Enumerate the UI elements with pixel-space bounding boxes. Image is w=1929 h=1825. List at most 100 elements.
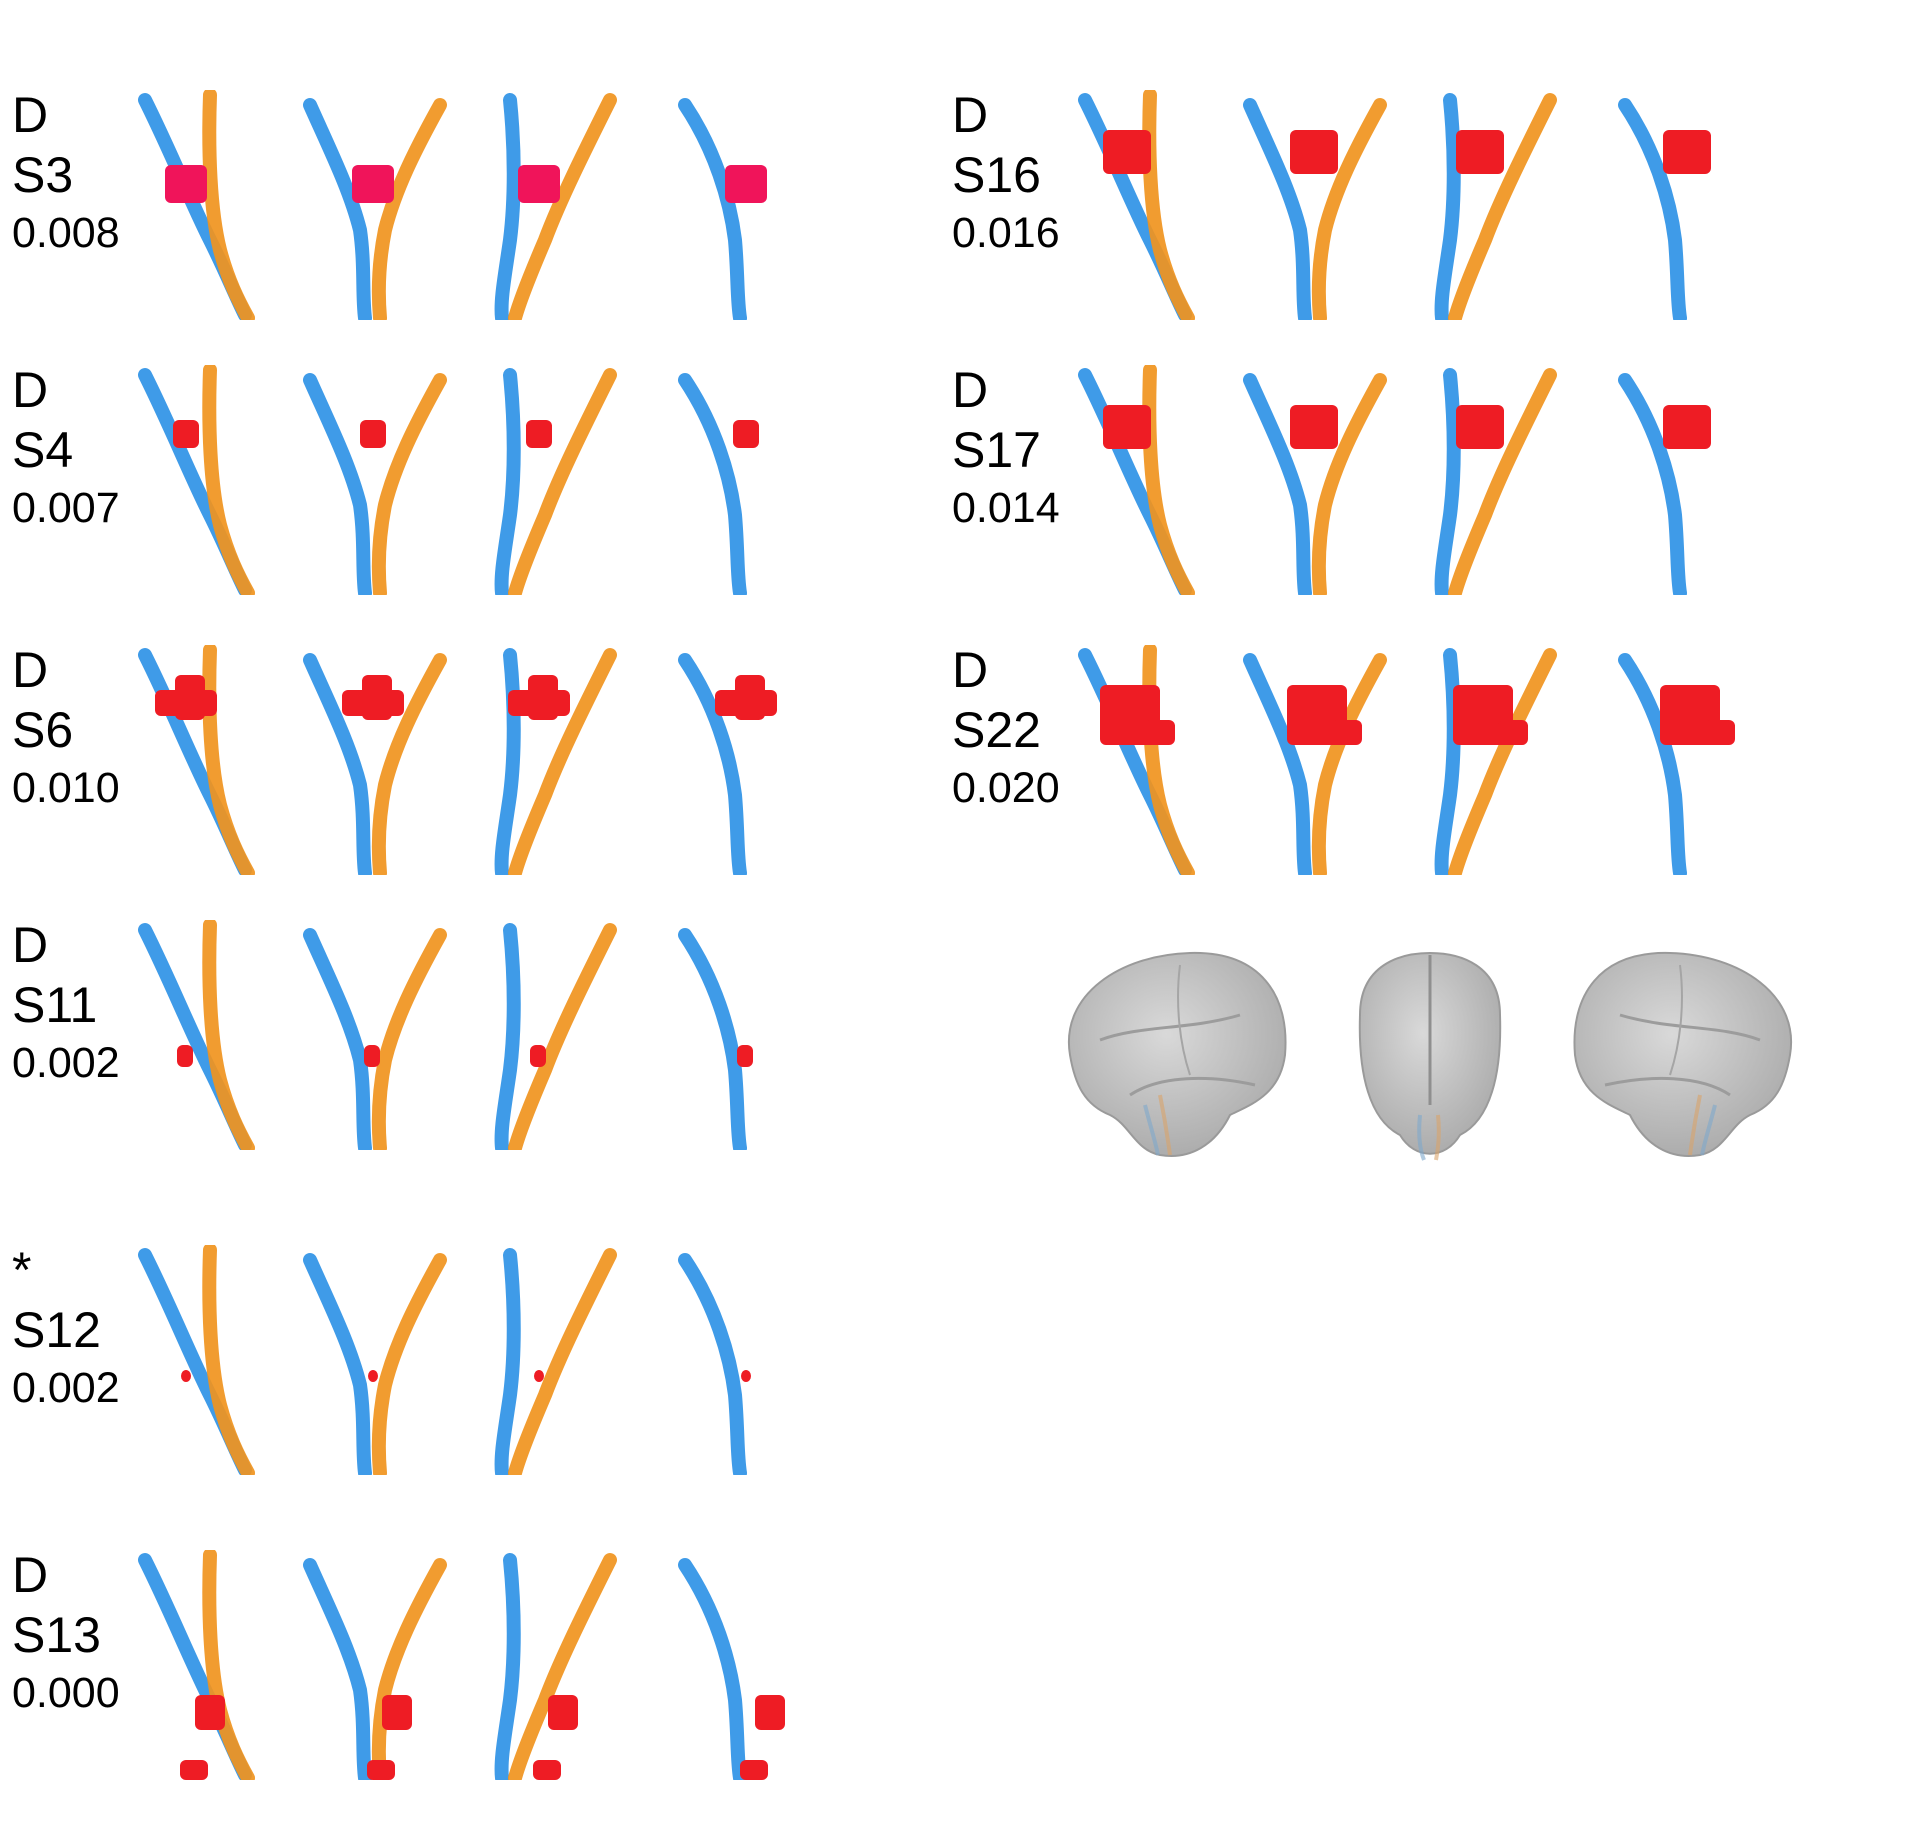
- tract-view-1: [1078, 90, 1195, 320]
- panel-label: D S13 0.000: [12, 1550, 120, 1715]
- lesion-mark: [1456, 130, 1504, 174]
- lesion-mark: [364, 1045, 380, 1067]
- lesion-mark: [352, 165, 394, 203]
- subject-id: S11: [12, 977, 98, 1033]
- tract-blue: [678, 1253, 747, 1475]
- subject-id: S6: [12, 702, 74, 758]
- panel-group-marker: D: [952, 87, 989, 143]
- brain-views-svg: [1067, 951, 1793, 1161]
- lesion-mark: [530, 1045, 546, 1067]
- tract-view-4: [678, 928, 753, 1150]
- right-lateral-brain: [1573, 951, 1793, 1157]
- tract-view-2: [303, 653, 447, 875]
- lesion-mark: [533, 1760, 561, 1780]
- lesion-mark: [367, 1760, 395, 1780]
- lesion-mark: [1705, 720, 1735, 745]
- left-lateral-brain: [1067, 951, 1287, 1157]
- posterior-brain: [1358, 951, 1502, 1161]
- lesion-mark: [177, 1045, 193, 1067]
- panel-label: D S6 0.010: [12, 645, 120, 810]
- tract-blue: [1434, 93, 1461, 320]
- tract-blue: [494, 923, 521, 1150]
- lesion-mark: [180, 1760, 208, 1780]
- lesion-mark: [740, 1760, 768, 1780]
- tract-view-2: [1243, 373, 1387, 595]
- panel-group-marker: D: [952, 642, 989, 698]
- tract-blue: [1243, 653, 1312, 875]
- lesion-mark: [1663, 405, 1711, 449]
- tract-orange: [1311, 653, 1387, 875]
- tract-orange: [202, 365, 255, 595]
- lesion-mark: [181, 1370, 191, 1382]
- lesion-mark: [755, 1695, 785, 1730]
- panel-label: D S3 0.008: [12, 90, 120, 255]
- lesion-mark: [360, 420, 386, 448]
- panel-group-marker: D: [12, 917, 49, 973]
- tract-blue: [678, 928, 747, 1150]
- subject-value: 0.002: [12, 1039, 120, 1087]
- tract-blue: [494, 93, 521, 320]
- subject-panel-s3: D S3 0.008: [0, 85, 880, 335]
- tract-view-2: [303, 928, 447, 1150]
- brain-reference-views: [1040, 945, 1820, 1175]
- tract-blue: [303, 98, 372, 320]
- tract-blue: [494, 1248, 521, 1475]
- lesion-mark: [725, 165, 767, 203]
- panel-group-marker: D: [12, 362, 49, 418]
- lesion-mark: [175, 675, 205, 720]
- tract-blue: [303, 1253, 372, 1475]
- tract-orange: [371, 1558, 447, 1780]
- subject-panel-s16: D S16 0.016: [940, 85, 1820, 335]
- tract-view-1: [1078, 365, 1195, 595]
- tract-orange: [508, 1553, 617, 1780]
- subject-id: S4: [12, 422, 74, 478]
- lesion-mark: [1103, 405, 1151, 449]
- lesion-mark: [1290, 130, 1338, 174]
- subject-panel-s12: * S12 0.002: [0, 1240, 880, 1490]
- lesion-mark: [1290, 405, 1338, 449]
- subject-panel-s22: D S22 0.020: [940, 640, 1820, 890]
- panel-label: D S4 0.007: [12, 365, 120, 530]
- tract-view-1: [1078, 645, 1195, 875]
- panel-group-marker: *: [12, 1242, 32, 1298]
- tract-orange: [1311, 373, 1387, 595]
- tract-orange: [371, 653, 447, 875]
- lesion-mark: [534, 1370, 544, 1382]
- panel-group-marker: D: [952, 362, 989, 418]
- panel-group-marker: D: [12, 87, 49, 143]
- panel-group-marker: D: [12, 642, 49, 698]
- lesion-mark: [526, 420, 552, 448]
- tract-blue: [303, 1558, 372, 1780]
- tract-orange: [1448, 368, 1557, 595]
- tract-blue: [1434, 648, 1461, 875]
- lesion-mark: [362, 675, 392, 720]
- tract-view-4: [678, 1253, 751, 1475]
- lesion-mark: [735, 675, 765, 720]
- tract-view-3: [494, 1248, 617, 1475]
- panel-group-marker: D: [12, 1547, 49, 1603]
- tract-view-4: [1618, 373, 1711, 595]
- subject-panel-s4: D S4 0.007: [0, 360, 880, 610]
- tract-blue: [303, 928, 372, 1150]
- tract-blue: [1243, 373, 1312, 595]
- tract-blue: [1618, 373, 1687, 595]
- tract-orange: [508, 1248, 617, 1475]
- tract-view-3: [1434, 368, 1557, 595]
- panel-label: D S11 0.002: [12, 920, 120, 1085]
- tract-blue: [303, 653, 372, 875]
- tract-view-4: [1618, 653, 1735, 875]
- tract-view-4: [678, 1558, 785, 1780]
- tract-orange: [371, 1253, 447, 1475]
- tract-blue: [1243, 98, 1312, 320]
- subject-value: 0.008: [12, 209, 120, 257]
- tract-orange: [1142, 365, 1195, 595]
- tract-view-1: [138, 1550, 255, 1780]
- lesion-mark: [548, 1695, 578, 1730]
- tract-blue: [678, 1558, 747, 1780]
- tract-view-3: [494, 648, 617, 875]
- tract-blue: [678, 373, 747, 595]
- tract-orange: [202, 1245, 255, 1475]
- tract-orange: [1311, 98, 1387, 320]
- tract-orange: [371, 373, 447, 595]
- subject-value: 0.002: [12, 1364, 120, 1412]
